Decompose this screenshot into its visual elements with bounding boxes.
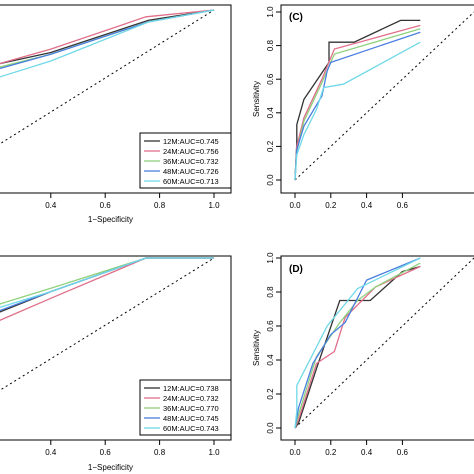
x-tick-label: 1.0 xyxy=(208,448,220,457)
y-tick-label: 0.8 xyxy=(266,286,275,298)
y-tick-label: 0.6 xyxy=(266,320,275,332)
legend-entry: 48M:AUC=0.726 xyxy=(163,167,219,176)
x-tick-label: 1.0 xyxy=(208,201,220,210)
plot-frame xyxy=(280,4,474,194)
y-tick-label: 1.0 xyxy=(266,6,275,18)
roc-panel: 0.0 0.2 0.4 0.6 0.0 0.2 0.4 0.6 0.8 1.0 Sensitivit… xyxy=(252,252,474,457)
x-tick-label: 0.8 xyxy=(154,201,166,210)
legend-entry: 60M:AUC=0.713 xyxy=(163,177,219,186)
roc-series-line xyxy=(294,31,421,181)
panel-label: (D) xyxy=(289,264,303,275)
roc-series-line xyxy=(0,9,215,78)
roc-series-line xyxy=(0,257,214,312)
legend: 12M:AUC=0.74524M:AUC=0.75636M:AUC=0.7324… xyxy=(139,132,232,189)
y-tick-label: 0.2 xyxy=(266,140,275,152)
plot-area xyxy=(294,11,474,181)
x-tick-label: 0.4 xyxy=(45,448,57,457)
x-axis-label: 1−Specificity xyxy=(88,463,133,472)
legend-entry: 36M:AUC=0.732 xyxy=(163,157,219,166)
x-tick-label: 0.2 xyxy=(325,448,337,457)
x-tick-label: 0.8 xyxy=(154,448,166,457)
roc-series-line xyxy=(0,257,214,313)
roc-series-line xyxy=(294,257,421,429)
legend-entry: 36M:AUC=0.770 xyxy=(163,404,219,413)
plot-frame xyxy=(0,4,232,194)
y-tick-label: 0.0 xyxy=(266,174,275,186)
panel-label: (C) xyxy=(289,12,303,23)
reference-diagonal-line xyxy=(0,257,215,391)
y-axis-label: Sensitivity xyxy=(252,81,261,117)
roc-series-line xyxy=(0,9,215,65)
y-tick-label: 1.0 xyxy=(266,252,275,264)
y-tick-label: 0.4 xyxy=(266,354,275,366)
x-tick-label: 0.4 xyxy=(361,201,373,210)
roc-panel: 0.4 0.6 0.8 1.0 1−Specificity 12M:AUC=0.74524… xyxy=(0,4,232,224)
x-tick-label: 0.4 xyxy=(45,201,57,210)
roc-series-line xyxy=(294,41,421,181)
x-tick-label: 0.6 xyxy=(397,201,409,210)
y-tick-label: 0.8 xyxy=(266,39,275,51)
x-tick-label: 0.2 xyxy=(325,201,337,210)
roc-series-line xyxy=(294,257,421,429)
reference-diagonal-line xyxy=(294,257,474,429)
legend-entry: 12M:AUC=0.738 xyxy=(163,384,219,393)
y-tick-label: 0.4 xyxy=(266,107,275,119)
roc-series-line xyxy=(294,262,421,429)
roc-series-line xyxy=(294,28,421,181)
x-tick-label: 0.0 xyxy=(289,201,301,210)
roc-series-line xyxy=(294,265,421,429)
reference-diagonal-line xyxy=(0,9,215,145)
legend-entry: 24M:AUC=0.756 xyxy=(163,147,219,156)
plot-area xyxy=(0,9,215,145)
reference-diagonal-line xyxy=(294,11,474,181)
roc-series-line xyxy=(0,9,215,70)
x-tick-label: 0.6 xyxy=(100,201,112,210)
x-tick-label: 0.6 xyxy=(397,448,409,457)
legend: 12M:AUC=0.73824M:AUC=0.73236M:AUC=0.7704… xyxy=(139,379,232,436)
roc-series-line xyxy=(0,9,215,68)
roc-panel: 0.4 0.6 0.8 1.0 1−Specificity 12M:AUC=0.73824… xyxy=(0,255,232,472)
y-axis-label: Sensitivity xyxy=(252,330,261,366)
legend-entry: 12M:AUC=0.745 xyxy=(163,137,219,146)
roc-series-line xyxy=(294,24,421,181)
x-tick-label: 0.0 xyxy=(289,448,301,457)
plot-area xyxy=(0,257,215,391)
y-tick-label: 0.6 xyxy=(266,73,275,85)
plot-area xyxy=(294,257,474,429)
legend-entry: 60M:AUC=0.743 xyxy=(163,424,219,433)
x-tick-label: 0.4 xyxy=(361,448,373,457)
y-tick-label: 0.2 xyxy=(266,388,275,400)
roc-series-line xyxy=(0,257,214,305)
y-tick-label: 0.0 xyxy=(266,422,275,434)
plot-frame xyxy=(0,255,232,441)
roc-series-line xyxy=(294,265,421,429)
roc-series-line xyxy=(0,9,215,65)
roc-panel: 0.0 0.2 0.4 0.6 0.0 0.2 0.4 0.6 0.8 1.0 Sensitivit… xyxy=(252,4,474,210)
legend-entry: 48M:AUC=0.745 xyxy=(163,414,219,423)
roc-series-line xyxy=(0,257,214,308)
x-axis-label: 1−Specificity xyxy=(88,215,133,224)
legend-entry: 24M:AUC=0.732 xyxy=(163,394,219,403)
plot-frame xyxy=(280,255,474,441)
x-tick-label: 0.6 xyxy=(100,448,112,457)
